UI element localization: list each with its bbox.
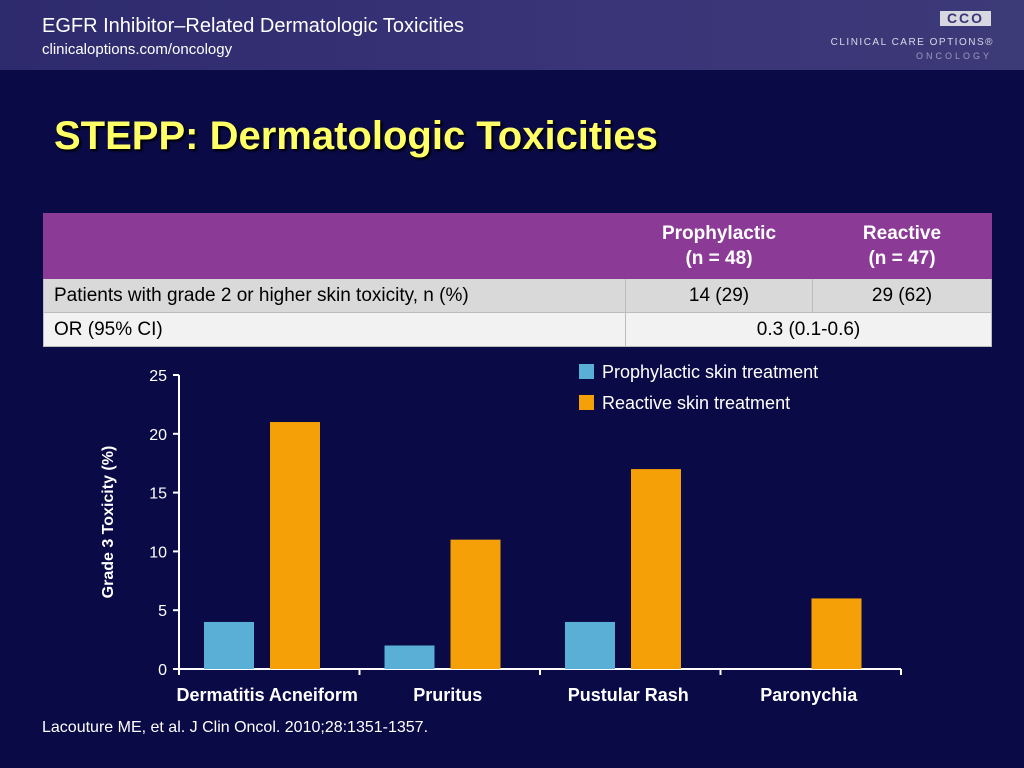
citation: Lacouture ME, et al. J Clin Oncol. 2010;… <box>42 719 429 736</box>
bar <box>384 645 435 669</box>
table-header-row: Prophylactic (n = 48) Reactive (n = 47) <box>43 213 992 279</box>
header-title: EGFR Inhibitor–Related Dermatologic Toxi… <box>42 15 465 37</box>
y-axis-label: Grade 3 Toxicity (%) <box>100 446 117 599</box>
prophylactic-n: (n = 48) <box>685 248 753 269</box>
table-header-reactive: Reactive (n = 47) <box>812 213 992 279</box>
y-tick-label: 5 <box>158 603 167 620</box>
reactive-n: (n = 47) <box>868 248 936 269</box>
row-label-grade2: Patients with grade 2 or higher skin tox… <box>43 278 626 313</box>
cell-prophylactic-grade2: 14 (29) <box>625 278 813 313</box>
header-url: clinicaloptions.com/oncology <box>42 41 233 58</box>
table-row: OR (95% CI) 0.3 (0.1-0.6) <box>43 312 992 347</box>
x-category-label: Pustular Rash <box>568 685 689 705</box>
header-bar: EGFR Inhibitor–Related Dermatologic Toxi… <box>0 0 1024 70</box>
bar <box>565 621 615 669</box>
legend-swatch <box>579 395 594 410</box>
cco-logo: CCO <box>940 11 991 26</box>
prophylactic-label: Prophylactic <box>661 223 777 244</box>
y-tick-label: 20 <box>149 427 167 444</box>
y-tick-label: 25 <box>149 368 167 385</box>
x-category-label: Paronychia <box>760 685 858 705</box>
cell-or-value: 0.3 (0.1-0.6) <box>625 312 992 347</box>
logo-subtext: ONCOLOGY <box>915 51 992 61</box>
table-row: Patients with grade 2 or higher skin tox… <box>43 278 992 313</box>
reactive-label: Reactive <box>862 223 942 244</box>
y-tick-label: 10 <box>149 544 167 561</box>
bar <box>270 422 320 669</box>
table-header-blank <box>43 213 626 279</box>
bar <box>204 621 254 669</box>
cell-reactive-grade2: 29 (62) <box>812 278 992 313</box>
legend-label: Reactive skin treatment <box>602 393 790 413</box>
bar <box>450 539 501 669</box>
results-table: Prophylactic (n = 48) Reactive (n = 47) … <box>43 213 992 347</box>
legend-swatch <box>579 364 594 379</box>
legend-label: Prophylactic skin treatment <box>602 362 818 382</box>
x-category-label: Dermatitis Acneiform <box>177 685 358 705</box>
logo-text: CLINICAL CARE OPTIONS® <box>830 37 994 48</box>
bar <box>631 469 681 669</box>
x-category-label: Pruritus <box>413 685 482 705</box>
bar <box>811 598 862 669</box>
y-tick-label: 0 <box>158 662 167 679</box>
row-label-or: OR (95% CI) <box>43 312 626 347</box>
slide-title: STEPP: Dermatologic Toxicities <box>54 114 658 158</box>
y-tick-label: 15 <box>149 486 167 503</box>
